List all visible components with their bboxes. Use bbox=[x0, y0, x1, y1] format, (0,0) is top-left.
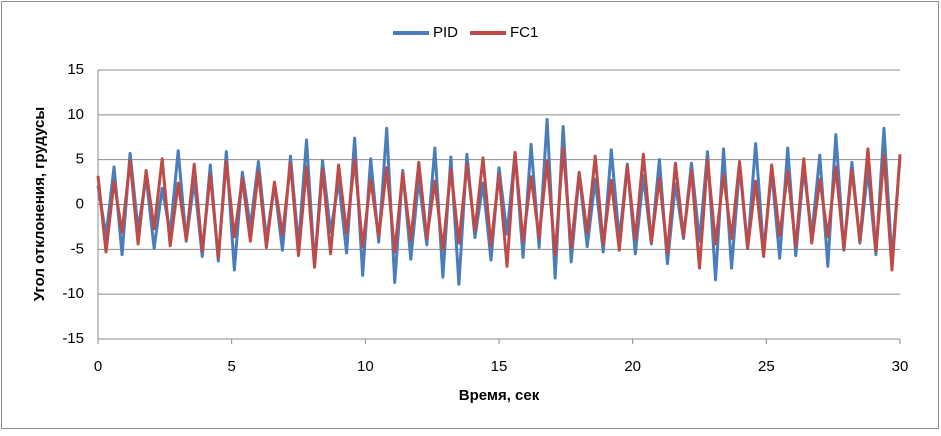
x-tick-label: 10 bbox=[357, 358, 374, 375]
y-axis-label: Угол отклонения, грудусы bbox=[31, 107, 48, 301]
x-tick-label: 15 bbox=[491, 358, 508, 375]
y-tick-label: 10 bbox=[67, 106, 84, 123]
legend-label: PID bbox=[433, 24, 458, 41]
legend-label: FC1 bbox=[510, 24, 538, 41]
x-tick-label: 5 bbox=[227, 358, 235, 375]
y-tick-label: -5 bbox=[71, 240, 84, 257]
y-tick-label: -15 bbox=[62, 330, 84, 347]
x-tick-label: 20 bbox=[624, 358, 641, 375]
y-tick-label: -10 bbox=[62, 285, 84, 302]
x-tick-label: 0 bbox=[94, 358, 102, 375]
y-tick-label: 0 bbox=[76, 195, 84, 212]
x-tick-label: 30 bbox=[892, 358, 909, 375]
x-tick-label: 25 bbox=[758, 358, 775, 375]
series-line bbox=[96, 146, 902, 272]
x-axis-label: Время, сек bbox=[459, 387, 540, 404]
y-tick-label: 15 bbox=[67, 61, 84, 78]
y-tick-label: 5 bbox=[76, 151, 84, 168]
